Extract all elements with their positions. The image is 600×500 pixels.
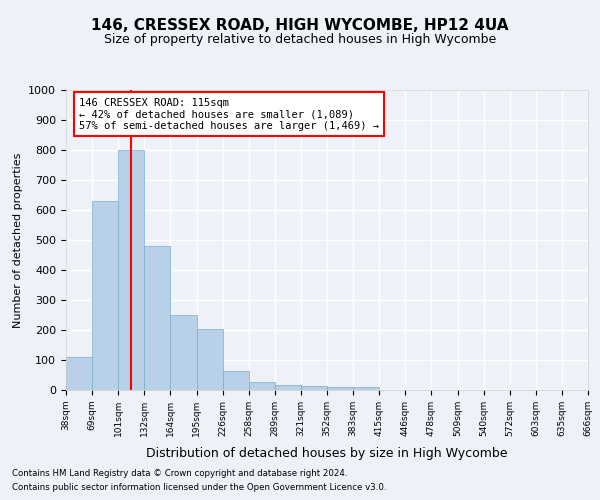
X-axis label: Distribution of detached houses by size in High Wycombe: Distribution of detached houses by size … (146, 447, 508, 460)
Bar (66, 357, 92, 390)
Y-axis label: Number of detached properties: Number of detached properties (13, 152, 23, 328)
Text: 146, CRESSEX ROAD, HIGH WYCOMBE, HP12 4UA: 146, CRESSEX ROAD, HIGH WYCOMBE, HP12 4U… (91, 18, 509, 32)
Bar (92, 201, 118, 390)
Bar (275, 384, 301, 390)
Text: Size of property relative to detached houses in High Wycombe: Size of property relative to detached ho… (104, 32, 496, 46)
Text: Contains HM Land Registry data © Crown copyright and database right 2024.: Contains HM Land Registry data © Crown c… (12, 468, 347, 477)
Bar (197, 328, 223, 390)
Bar (353, 387, 379, 390)
Text: 146 CRESSEX ROAD: 115sqm
← 42% of detached houses are smaller (1,089)
57% of sem: 146 CRESSEX ROAD: 115sqm ← 42% of detach… (79, 98, 379, 130)
Bar (301, 386, 327, 390)
Text: Contains public sector information licensed under the Open Government Licence v3: Contains public sector information licen… (12, 484, 386, 492)
Bar (118, 150, 145, 390)
Bar (223, 372, 249, 390)
Bar (170, 315, 197, 390)
Bar (249, 382, 275, 390)
Bar (145, 246, 170, 390)
Bar (327, 387, 353, 390)
